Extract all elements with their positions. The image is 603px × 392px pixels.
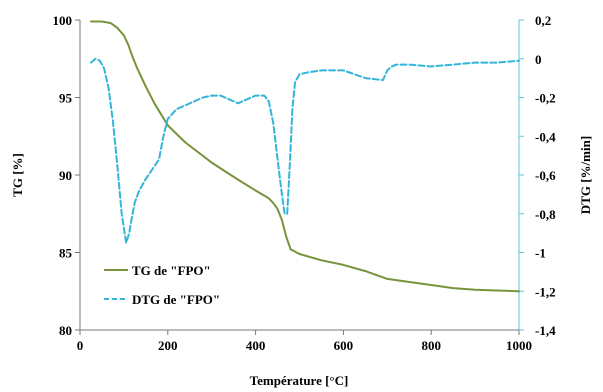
x-tick-label: 800 [421,338,441,353]
y-left-tick-label: 95 [59,91,73,106]
y-right-axis-title: DTG [%/min] [578,136,593,214]
y-right-tick-label: 0,2 [535,13,551,28]
y-right-tick-label: -0,4 [535,129,556,144]
y-left-tick-label: 100 [53,13,73,28]
y-left-tick-label: 90 [59,168,72,183]
y-right-tick-label: -1 [535,246,546,261]
legend-tg-label: TG de "FPO" [132,263,211,278]
y-left-axis-title: TG [%] [10,153,25,197]
y-right-tick-group: -1,4 -1,2 -1 -0,8 -0,6 -0,4 -0,2 0 0,2 [519,13,556,338]
legend: TG de "FPO" DTG de "FPO" [104,263,220,307]
x-tick-label: 200 [158,338,178,353]
x-axis-title: Température [°C] [250,373,349,388]
x-tick-label: 400 [246,338,266,353]
y-left-tick-label: 85 [59,246,73,261]
y-right-tick-label: 0 [535,52,542,67]
y-left-tick-label: 80 [59,323,72,338]
legend-dtg-label: DTG de "FPO" [132,292,220,307]
series-group [90,20,520,293]
tg-series-line [90,20,520,293]
y-right-tick-label: -1,2 [535,284,556,299]
x-tick-label: 1000 [506,338,532,353]
y-right-tick-label: -0,2 [535,91,556,106]
x-tick-group: 0 200 400 600 800 1000 [77,330,532,353]
y-left-tick-group: 80 85 90 95 100 [53,13,80,338]
x-tick-label: 600 [334,338,354,353]
dtg-series-line [90,57,520,244]
y-right-tick-label: -0,6 [535,168,556,183]
y-right-tick-label: -0,8 [535,207,556,222]
y-right-tick-label: -1,4 [535,323,556,338]
x-tick-label: 0 [77,338,84,353]
